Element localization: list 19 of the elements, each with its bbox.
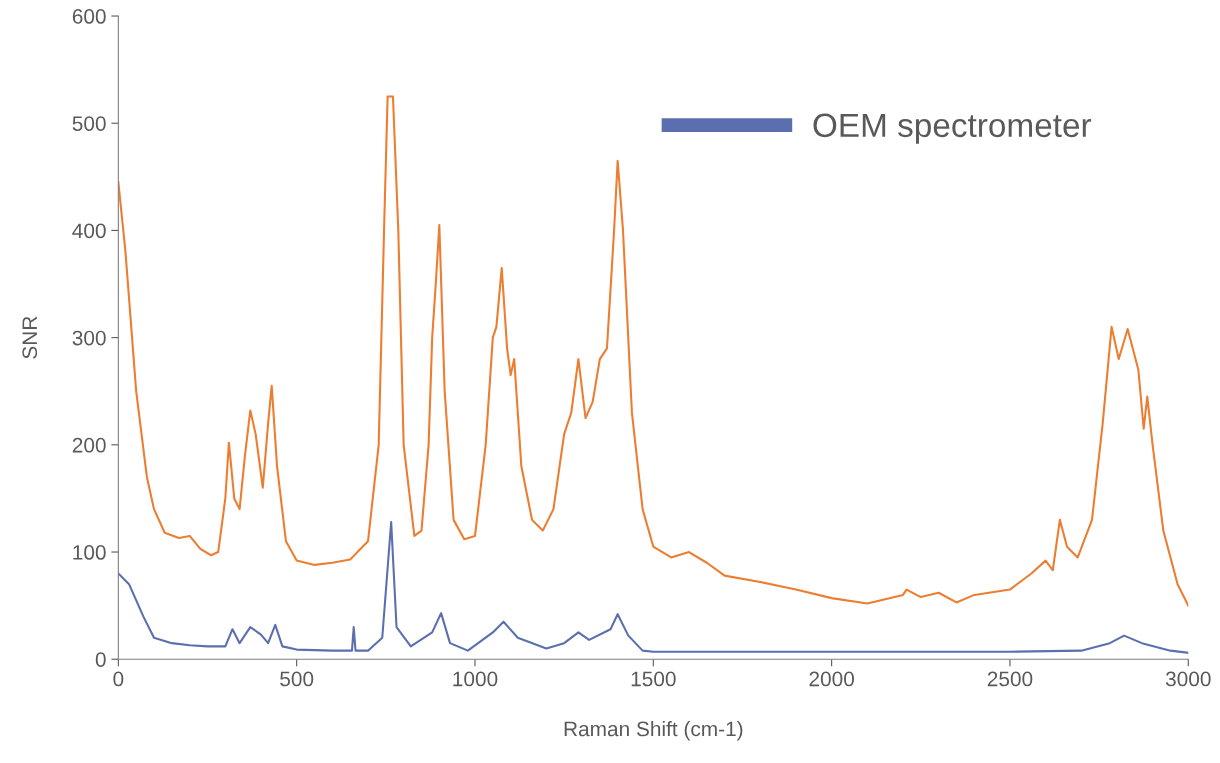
y-tick-label: 600 xyxy=(72,9,106,24)
y-tick-label: 0 xyxy=(95,652,106,667)
y-tick-label: 100 xyxy=(73,545,106,560)
x-tick-label: 0 xyxy=(113,671,124,687)
y-axis-title: SNR xyxy=(22,316,38,359)
y-tick-label: 200 xyxy=(72,437,106,453)
x-tick-label: 1000 xyxy=(453,671,498,687)
line-series xyxy=(118,520,1189,654)
x-tick-label: 1500 xyxy=(631,671,676,687)
x-tick-label: 3000 xyxy=(1165,671,1211,687)
x-tick-label: 2500 xyxy=(987,671,1033,687)
y-tick-label: 500 xyxy=(72,116,106,131)
x-tick-label: 2000 xyxy=(809,671,854,687)
y-tick-label: 300 xyxy=(72,330,106,346)
line-series xyxy=(118,95,1189,607)
legend-label: OEM spectrometer xyxy=(813,113,1092,144)
x-axis-title: Raman Shift (cm-1) xyxy=(564,721,743,741)
x-tick-label: 500 xyxy=(280,671,314,687)
y-tick-label: 400 xyxy=(72,223,106,239)
